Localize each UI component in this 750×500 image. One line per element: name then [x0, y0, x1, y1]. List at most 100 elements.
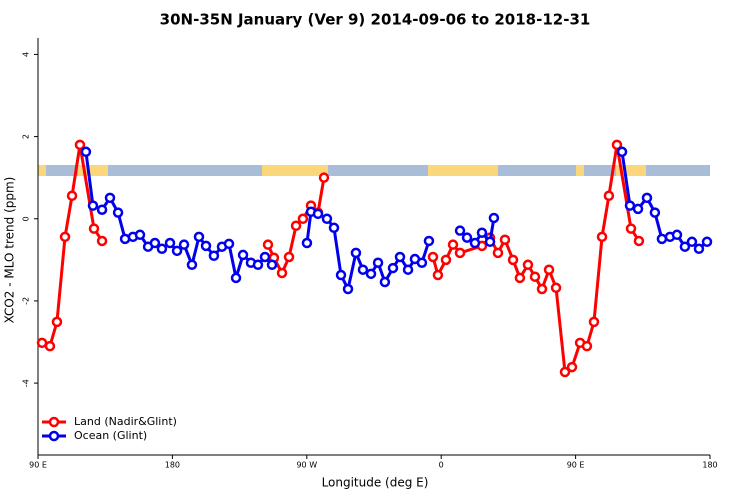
data-point [624, 200, 636, 211]
data-point [469, 237, 481, 249]
data-point [641, 192, 653, 204]
x-tick-label: 180 [165, 461, 180, 470]
y-tick-label: -2 [22, 297, 31, 305]
land-band [616, 165, 646, 176]
data-point [350, 247, 362, 259]
data-point [701, 236, 713, 248]
data-point [223, 238, 235, 250]
data-point [423, 235, 435, 247]
data-point [416, 257, 428, 268]
data-point [134, 229, 146, 241]
data-point [193, 231, 205, 243]
ocean-band [38, 165, 710, 176]
data-point [427, 251, 439, 263]
x-tick-label: 90 W [296, 461, 317, 470]
x-tick-label: 90 E [567, 461, 585, 470]
data-point [625, 223, 637, 234]
data-point [290, 220, 302, 232]
data-point [297, 213, 309, 225]
data-point [522, 259, 534, 271]
data-point [112, 207, 124, 218]
data-point [488, 212, 500, 224]
data-point [96, 235, 108, 247]
land-ocean-band [38, 165, 710, 176]
data-point [566, 361, 578, 373]
data-point [318, 172, 330, 183]
data-point [379, 276, 391, 288]
data-point [312, 208, 324, 220]
land-band [428, 165, 498, 176]
data-point [252, 259, 264, 271]
data-point [357, 264, 369, 275]
data-point [88, 223, 100, 234]
data-point [321, 213, 333, 225]
y-tick-label: 0 [22, 216, 31, 221]
data-point [44, 340, 56, 352]
data-point [550, 282, 562, 294]
data-point [492, 247, 504, 259]
y-axis-label: XCO2 - MLO trend (ppm) [3, 177, 17, 324]
data-point [632, 203, 644, 215]
data-point [87, 200, 99, 211]
y-tick-label: 4 [22, 52, 31, 57]
data-point [633, 235, 645, 247]
data-point [259, 251, 271, 263]
data-point [387, 262, 399, 274]
data-point [51, 316, 63, 328]
land-band [78, 165, 108, 176]
data-point [59, 231, 71, 243]
data-point [283, 251, 295, 263]
data-point [543, 264, 555, 275]
data-point [335, 269, 347, 281]
data-point [679, 241, 691, 252]
chart-title: 30N-35N January (Ver 9) 2014-09-06 to 20… [160, 11, 591, 29]
data-point [104, 192, 116, 204]
x-tick-label: 180 [702, 461, 717, 470]
data-point [454, 225, 466, 236]
data-point [164, 237, 176, 249]
data-point [686, 236, 698, 248]
data-point [596, 231, 608, 243]
land-band [262, 165, 328, 176]
data-point [611, 139, 623, 151]
legend-label: Land (Nadir&Glint) [74, 415, 177, 428]
legend-marker [48, 416, 60, 428]
data-point [394, 251, 406, 263]
land-band [38, 165, 46, 176]
data-point [499, 234, 511, 245]
data-point [80, 146, 92, 158]
data-point [186, 259, 198, 271]
series-line [41, 144, 641, 375]
data-point [230, 272, 242, 284]
data-point [342, 283, 354, 295]
data-point [536, 283, 548, 295]
land-band [576, 165, 584, 176]
x-tick-label: 0 [439, 461, 444, 470]
data-point [66, 190, 78, 202]
data-point [276, 267, 288, 279]
data-point [328, 222, 340, 234]
data-point [200, 240, 212, 252]
x-tick-label: 90 E [29, 461, 47, 470]
data-point [671, 229, 683, 241]
data-point [440, 254, 452, 266]
data-point [432, 269, 444, 281]
data-point [581, 340, 593, 352]
data-point [365, 268, 377, 280]
data-point [208, 250, 220, 261]
data-point [149, 237, 161, 249]
legend-label: Ocean (Glint) [74, 429, 147, 442]
data-point [156, 243, 168, 255]
data-point [656, 233, 668, 245]
data-point [514, 272, 526, 284]
data-point [529, 271, 541, 282]
x-axis-label: Longitude (deg E) [322, 476, 429, 490]
data-point [649, 207, 661, 218]
data-point [484, 236, 496, 248]
y-tick-label: 2 [22, 134, 31, 139]
data-point [616, 146, 628, 158]
data-point [476, 227, 488, 238]
data-point [507, 254, 519, 266]
data-point [262, 239, 274, 250]
